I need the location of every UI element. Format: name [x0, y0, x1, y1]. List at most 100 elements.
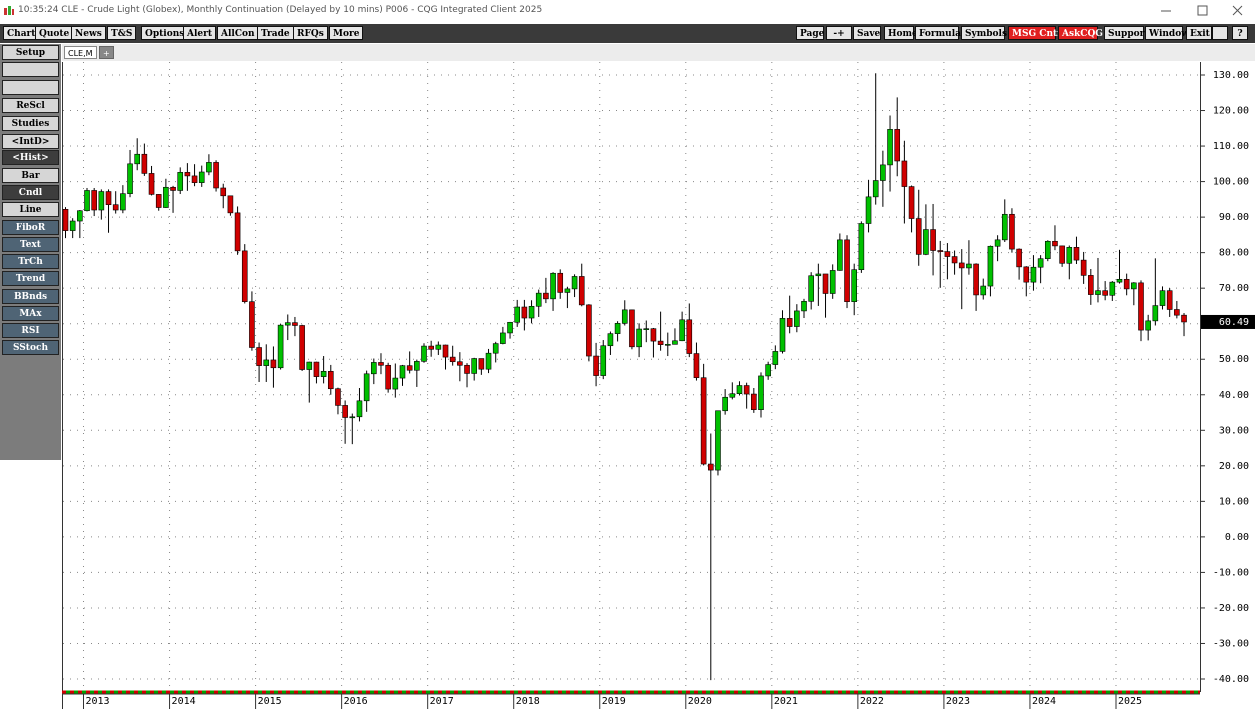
- window-controls[interactable]: [1145, 0, 1255, 22]
- candle-body: [765, 364, 771, 377]
- candle-body: [356, 400, 363, 418]
- sidebar-button[interactable]: BBnds: [2, 289, 59, 304]
- sidebar-button[interactable]: <IntD>: [2, 134, 59, 149]
- toolbar: Chart Quote News T&S Options Alert AllCon Trade…: [0, 24, 1255, 43]
- candle-body: [966, 263, 972, 269]
- candle-body: [1095, 290, 1101, 295]
- candle-body: [1138, 282, 1144, 331]
- sidebar-button[interactable]: RSI: [2, 323, 59, 338]
- sidebar-button[interactable]: Setup: [2, 45, 59, 60]
- candle-body: [908, 186, 915, 219]
- toolbar-button[interactable]: News: [71, 26, 106, 40]
- app-icon: [4, 6, 14, 15]
- toolbar-button[interactable]: Chart: [3, 26, 40, 40]
- candle-body: [363, 373, 370, 402]
- candle-body: [743, 385, 750, 395]
- candle-body: [1016, 248, 1022, 268]
- candle-body: [650, 328, 657, 342]
- candle-body: [923, 229, 929, 255]
- candle-body: [944, 251, 951, 257]
- toolbar-button[interactable]: Trade: [257, 26, 294, 40]
- print-button[interactable]: [2, 62, 59, 77]
- toolbar-button[interactable]: ?: [1232, 26, 1248, 40]
- x-tick-label: 2013: [86, 696, 110, 707]
- toolbar-button[interactable]: Quote: [35, 26, 74, 40]
- sidebar-button[interactable]: Cndl: [2, 185, 59, 200]
- sidebar-button[interactable]: SStoch: [2, 340, 59, 355]
- toolbar-button[interactable]: Formula: [915, 26, 961, 40]
- candle-body: [937, 250, 944, 252]
- sidebar-button[interactable]: Text: [2, 237, 59, 252]
- toolbar-button[interactable]: More: [329, 26, 364, 40]
- candle-body: [270, 359, 277, 369]
- toolbar-button[interactable]: AskCQG: [1058, 26, 1103, 40]
- candle-body: [1037, 258, 1044, 268]
- candle-body: [327, 371, 334, 390]
- candle-body: [84, 190, 90, 212]
- toolbar-button[interactable]: Page: [796, 26, 824, 40]
- candle-body: [428, 345, 434, 350]
- candle-body: [1109, 281, 1116, 296]
- candle-body: [758, 375, 764, 410]
- candle-body: [284, 322, 291, 326]
- candle-body: [865, 196, 872, 224]
- candle-body: [1044, 240, 1051, 259]
- sidebar-button[interactable]: Bar: [2, 168, 59, 183]
- candle-body: [256, 347, 262, 366]
- candle-body: [550, 272, 556, 300]
- sidebar-button[interactable]: Line: [2, 202, 59, 217]
- toolbar-button[interactable]: Window: [1145, 26, 1189, 40]
- candle-body: [772, 351, 779, 365]
- candle-body: [829, 270, 836, 294]
- candle-body: [378, 362, 384, 366]
- candle-body: [1030, 266, 1037, 283]
- plot-area: [62, 62, 1200, 692]
- sidebar-button[interactable]: <Hist>: [2, 150, 59, 165]
- toolbar-button[interactable]: T&S: [107, 26, 137, 40]
- toolbar-button[interactable]: Home: [884, 26, 918, 40]
- y-tick-label: 50.00: [1219, 354, 1249, 365]
- candle-body: [442, 344, 449, 358]
- candle-body: [751, 393, 757, 410]
- toolbar-button[interactable]: Alert: [183, 26, 217, 40]
- candle-body: [457, 361, 463, 366]
- sidebar-button[interactable]: Trend: [2, 271, 59, 286]
- toolbar-button[interactable]: Exit: [1186, 26, 1212, 40]
- candle-body: [930, 229, 936, 251]
- x-tick-label: 2019: [602, 696, 626, 707]
- toolbar-button[interactable]: Options: [141, 26, 189, 40]
- candle-body: [808, 275, 814, 302]
- candle-body: [69, 220, 76, 231]
- toolbar-button[interactable]: Symbols: [961, 26, 1007, 40]
- y-tick-label: 20.00: [1219, 461, 1249, 472]
- candle-body: [478, 358, 485, 370]
- sidebar-button[interactable]: Studies: [2, 116, 59, 131]
- toolbar-button[interactable]: Save: [853, 26, 881, 40]
- x-tick-label: 2014: [172, 696, 196, 707]
- y-tick-label: -20.00: [1213, 603, 1249, 614]
- sidebar: Setup ReScl Studies <IntD> <Hist> Bar Cndl Line…: [0, 44, 61, 460]
- candle-body: [657, 340, 664, 345]
- restore-button[interactable]: [1212, 26, 1228, 40]
- sidebar-button[interactable]: FiboR: [2, 220, 59, 235]
- toolbar-button[interactable]: MSG Cntr: [1008, 26, 1062, 40]
- link-button[interactable]: [2, 80, 59, 95]
- chart-tab[interactable]: CLE,M: [64, 46, 97, 59]
- sidebar-button[interactable]: ReScl: [2, 98, 59, 113]
- toolbar-button[interactable]: AllCon: [217, 26, 259, 40]
- sidebar-button[interactable]: TrCh: [2, 254, 59, 269]
- candle-body: [1052, 240, 1058, 247]
- candle-body: [1023, 266, 1030, 283]
- add-tab[interactable]: +: [99, 46, 114, 59]
- y-tick-label: 0.00: [1225, 532, 1249, 543]
- candle-body: [371, 362, 377, 375]
- candle-body: [973, 263, 979, 296]
- last-price-box: [1201, 314, 1255, 329]
- candle-body: [535, 292, 542, 307]
- sidebar-button[interactable]: MAx: [2, 306, 59, 321]
- toolbar-button[interactable]: Support: [1104, 26, 1149, 40]
- toolbar-button[interactable]: RFQs: [293, 26, 328, 40]
- candle-body: [693, 353, 700, 379]
- candle-body: [593, 355, 599, 376]
- toolbar-button[interactable]: -+: [826, 26, 852, 40]
